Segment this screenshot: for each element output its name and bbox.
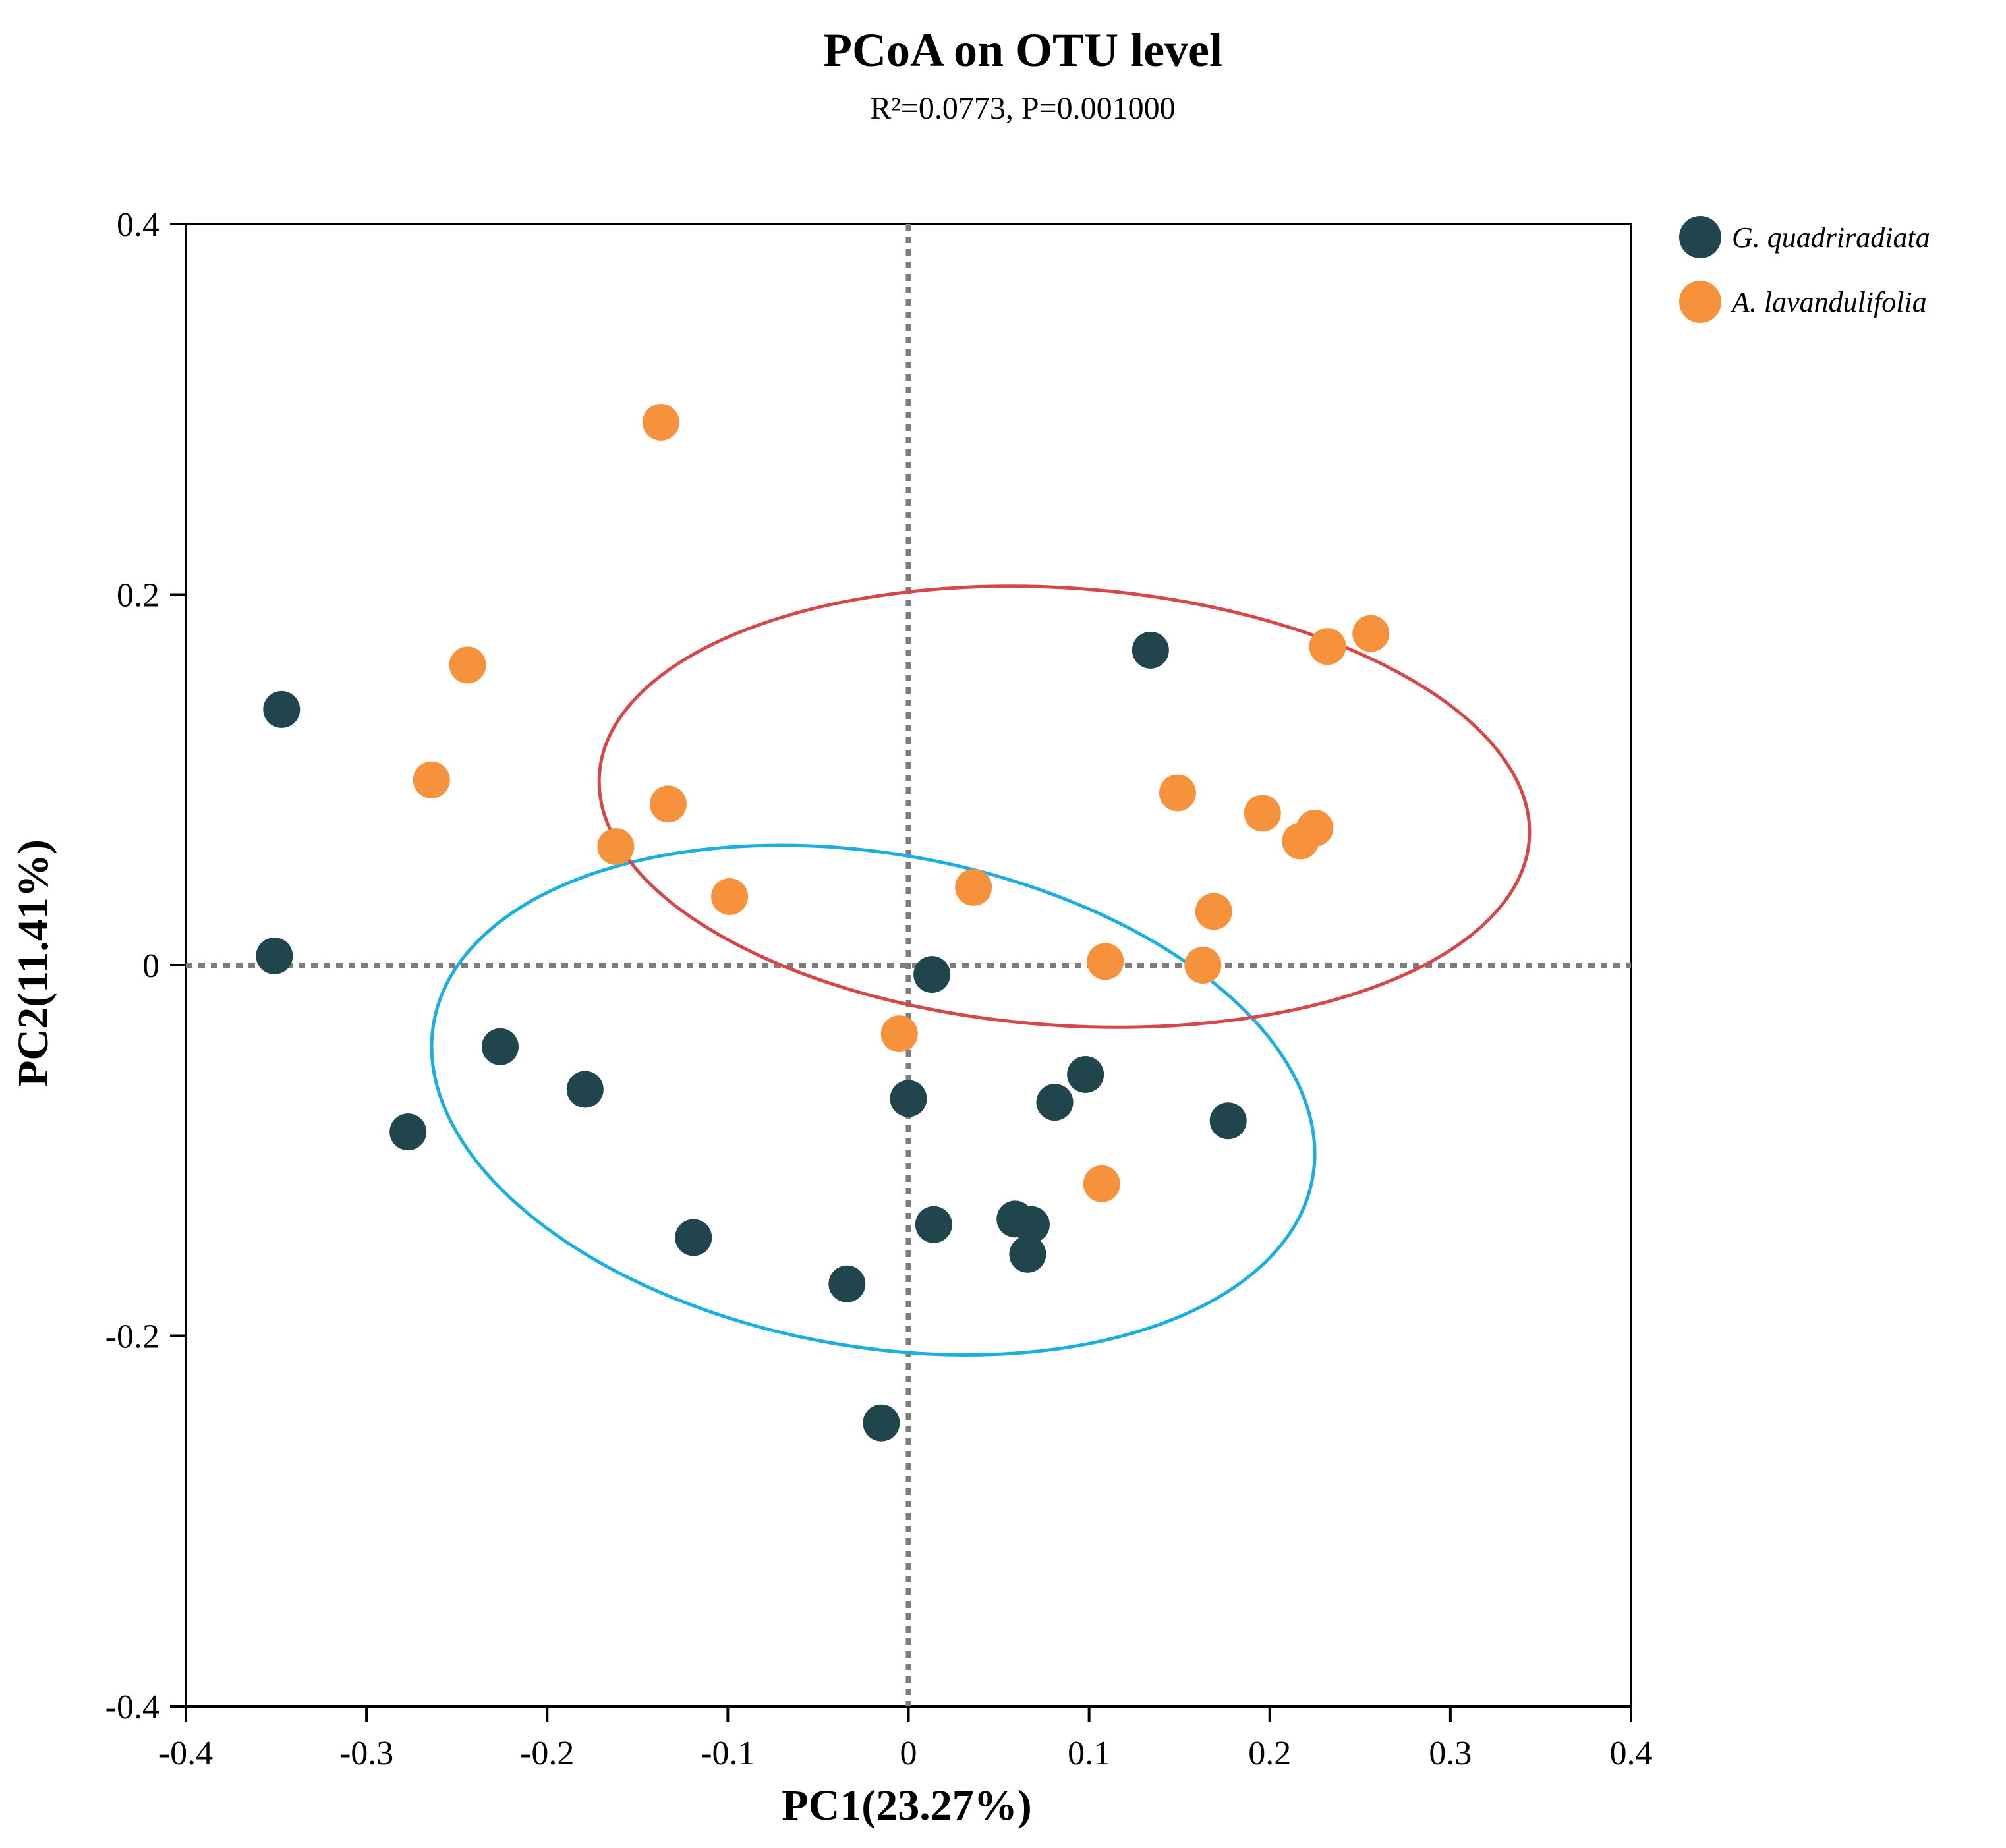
data-point-g-quadriradiata <box>828 1265 866 1302</box>
data-point-g-quadriradiata <box>481 1028 519 1065</box>
y-axis-title: PC2(11.41%) <box>9 839 57 1087</box>
y-tick-label: 0.4 <box>117 206 159 244</box>
data-point-g-quadriradiata <box>915 1206 952 1243</box>
legend-marker-g-quadriradiata <box>1679 216 1721 258</box>
legend-marker-a-lavandulifolia <box>1679 281 1721 323</box>
confidence-ellipse-g-quadriradiata <box>430 843 1317 1357</box>
data-point-a-lavandulifolia <box>649 785 687 823</box>
data-point-g-quadriradiata <box>913 956 951 994</box>
legend: G. quadriradiata A. lavandulifolia <box>1679 216 1930 323</box>
data-point-a-lavandulifolia <box>449 646 486 684</box>
x-tick-label: 0.2 <box>1248 1735 1291 1772</box>
data-point-a-lavandulifolia <box>1184 947 1222 984</box>
data-point-a-lavandulifolia <box>1087 943 1124 980</box>
y-tick-label: 0.2 <box>117 577 159 615</box>
y-tick-label: -0.2 <box>105 1318 159 1356</box>
data-point-g-quadriradiata <box>566 1071 604 1108</box>
data-point-g-quadriradiata <box>1132 631 1169 669</box>
plot-area: -0.4 -0.3 -0.2 -0.1 0 0.1 0.2 0.3 0.4 -0.4 -0.2 0 0.… <box>105 206 1653 1772</box>
data-point-g-quadriradiata <box>1036 1084 1074 1121</box>
y-tick-label: -0.4 <box>105 1689 159 1726</box>
data-point-a-lavandulifolia <box>955 868 992 906</box>
x-tick-label: -0.2 <box>520 1735 574 1772</box>
y-tick-label: 0 <box>142 947 159 985</box>
data-point-g-quadriradiata <box>863 1404 900 1442</box>
x-tick-label: 0.3 <box>1429 1735 1472 1772</box>
data-point-g-quadriradiata <box>1067 1055 1104 1093</box>
x-tick-label: -0.4 <box>159 1735 213 1772</box>
data-point-a-lavandulifolia <box>711 878 749 915</box>
x-tick-label: 0.1 <box>1068 1735 1110 1772</box>
data-point-g-quadriradiata <box>256 937 293 974</box>
chart-subtitle: R²=0.0773, P=0.001000 <box>870 91 1175 126</box>
x-tick-label: -0.3 <box>339 1735 393 1772</box>
data-point-g-quadriradiata <box>890 1080 927 1117</box>
data-point-g-quadriradiata <box>1209 1102 1247 1140</box>
data-point-a-lavandulifolia <box>1083 1165 1120 1202</box>
data-point-a-lavandulifolia <box>1296 809 1334 847</box>
x-tick-label: -0.1 <box>701 1735 755 1772</box>
data-point-a-lavandulifolia <box>1352 615 1390 652</box>
data-point-a-lavandulifolia <box>1244 795 1281 832</box>
data-point-g-quadriradiata <box>675 1219 712 1256</box>
x-tick-label: 0.4 <box>1610 1735 1653 1772</box>
data-point-a-lavandulifolia <box>1159 774 1196 812</box>
data-point-g-quadriradiata <box>263 690 301 728</box>
confidence-ellipse-a-lavandulifolia <box>597 584 1532 1029</box>
data-point-a-lavandulifolia <box>413 761 450 798</box>
x-axis-title: PC1(23.27%) <box>782 1781 1031 1830</box>
data-point-a-lavandulifolia <box>880 1015 918 1053</box>
chart-title: PCoA on OTU level <box>823 24 1222 76</box>
data-point-a-lavandulifolia <box>1195 893 1232 930</box>
data-point-g-quadriradiata <box>1012 1206 1050 1243</box>
legend-label-a-lavandulifolia: A. lavandulifolia <box>1730 286 1927 318</box>
x-tick-label: 0 <box>900 1735 917 1772</box>
data-point-a-lavandulifolia <box>597 828 635 865</box>
data-point-a-lavandulifolia <box>642 403 679 441</box>
data-point-g-quadriradiata <box>389 1113 427 1151</box>
data-point-a-lavandulifolia <box>1309 628 1346 665</box>
legend-label-g-quadriradiata: G. quadriradiata <box>1732 221 1930 254</box>
data-point-g-quadriradiata <box>1009 1235 1046 1273</box>
